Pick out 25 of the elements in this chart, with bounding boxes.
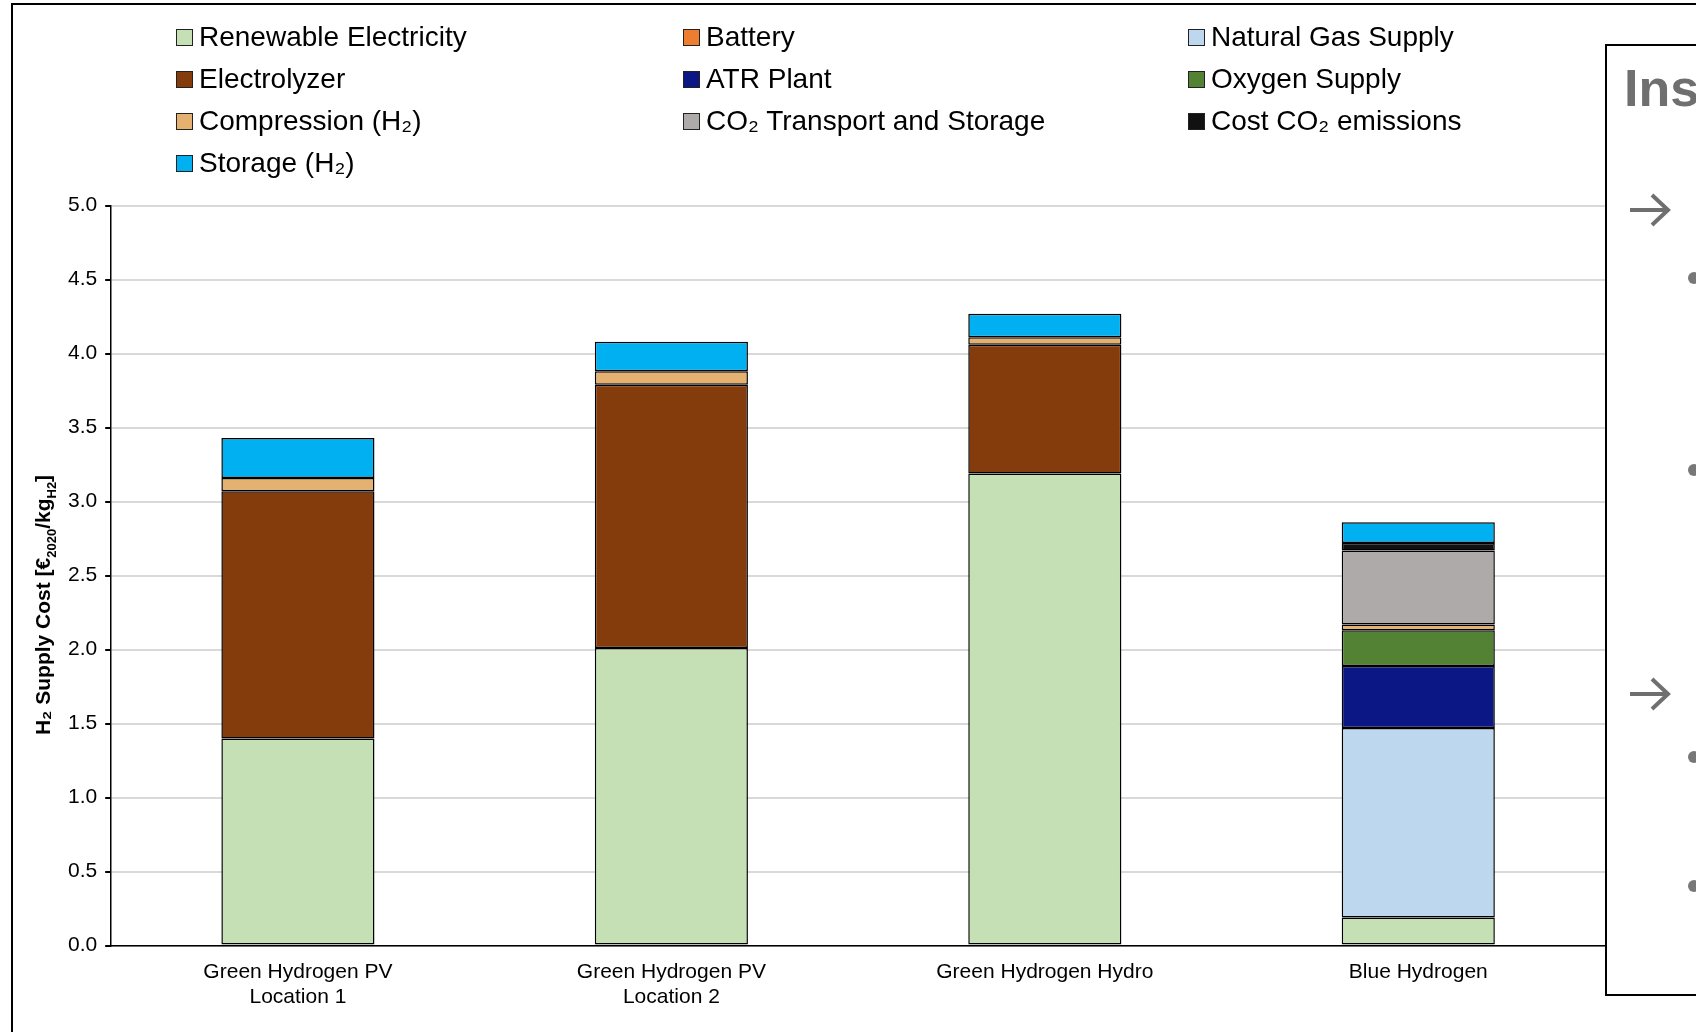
x-tick-label: Green Hydrogen Hydro (936, 959, 1154, 982)
legend-label: Cost CO₂ emissions (1211, 105, 1462, 137)
y-tick-label: 5.0 (67, 192, 98, 216)
y-tick-label: 3.0 (67, 488, 98, 512)
x-tick-label: Blue Hydrogen (1348, 959, 1488, 982)
y-tick-label: 1.5 (67, 710, 98, 734)
y-tick-label: 3.5 (67, 414, 98, 438)
legend-label: Battery (706, 21, 795, 53)
legend-label: Natural Gas Supply (1211, 21, 1454, 53)
y-tick-label: 0.0 (67, 932, 98, 956)
y-tick-label: 2.5 (67, 562, 98, 586)
legend-label: Electrolyzer (199, 63, 346, 95)
y-tick-label: 4.0 (67, 340, 98, 364)
legend-label: Storage (H₂) (199, 147, 355, 179)
legend-label: CO₂ Transport and Storage (706, 105, 1046, 137)
y-tick-label: 0.5 (67, 858, 98, 882)
y-tick-label: 1.0 (67, 784, 98, 808)
legend-label: Oxygen Supply (1211, 63, 1401, 95)
y-tick-label: 4.5 (67, 266, 98, 290)
legend-label: Compression (H₂) (199, 105, 422, 137)
y-tick-label: 2.0 (67, 636, 98, 660)
x-tick-label: Green Hydrogen PV Location 2 (576, 959, 766, 1008)
legend-label: ATR Plant (706, 63, 832, 95)
x-tick-label: Green Hydrogen PV Location 1 (203, 959, 393, 1008)
legend-label: Renewable Electricity (199, 21, 467, 53)
